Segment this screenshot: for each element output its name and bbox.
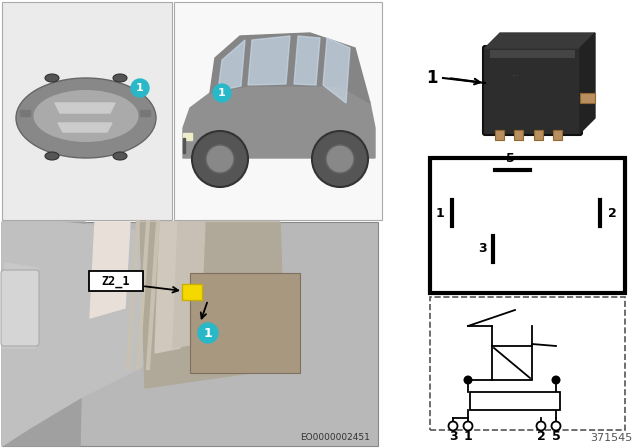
Bar [430, 158, 625, 293]
Circle shape [192, 131, 248, 187]
Circle shape [312, 131, 368, 187]
Polygon shape [210, 33, 370, 103]
Text: ...: ... [511, 69, 519, 78]
Polygon shape [2, 222, 200, 446]
Text: Z2_1: Z2_1 [102, 275, 131, 288]
Ellipse shape [113, 74, 127, 82]
Bar [190, 273, 300, 373]
Circle shape [552, 375, 561, 384]
Text: EO0000002451: EO0000002451 [300, 433, 370, 442]
Bar [2, 222, 378, 446]
Bar [430, 0, 635, 158]
Text: 2: 2 [536, 430, 545, 443]
Bar [174, 2, 382, 220]
Polygon shape [173, 222, 205, 348]
Bar [470, 392, 560, 410]
Polygon shape [183, 133, 192, 140]
Bar [182, 284, 202, 300]
Text: 1: 1 [218, 88, 226, 98]
Polygon shape [485, 33, 595, 48]
Polygon shape [140, 110, 150, 116]
Polygon shape [90, 222, 130, 318]
Circle shape [131, 79, 149, 97]
Ellipse shape [33, 90, 138, 142]
Text: 1: 1 [426, 69, 438, 87]
Polygon shape [323, 38, 350, 103]
Circle shape [198, 323, 218, 343]
Polygon shape [2, 222, 85, 446]
Circle shape [536, 422, 545, 431]
Polygon shape [218, 40, 245, 91]
Polygon shape [58, 123, 112, 132]
FancyBboxPatch shape [483, 46, 582, 135]
Polygon shape [294, 36, 320, 85]
Bar [430, 297, 625, 430]
Bar [492, 346, 532, 380]
Bar [495, 130, 504, 140]
Ellipse shape [45, 74, 59, 82]
Text: 1: 1 [463, 430, 472, 443]
Text: 1: 1 [435, 207, 444, 220]
Bar [534, 130, 543, 140]
Circle shape [206, 145, 234, 173]
Circle shape [326, 145, 354, 173]
Polygon shape [155, 222, 185, 353]
FancyBboxPatch shape [1, 270, 39, 346]
Bar [514, 130, 523, 140]
Circle shape [552, 422, 561, 431]
Polygon shape [248, 36, 290, 85]
Text: 3: 3 [478, 241, 487, 254]
Circle shape [449, 422, 458, 431]
Text: 1: 1 [204, 327, 212, 340]
Bar [580, 93, 595, 103]
Circle shape [463, 422, 472, 431]
Ellipse shape [16, 78, 156, 158]
Ellipse shape [45, 152, 59, 160]
Polygon shape [580, 33, 595, 133]
Text: 2: 2 [608, 207, 617, 220]
Text: 3: 3 [449, 430, 458, 443]
Polygon shape [2, 263, 38, 348]
Circle shape [463, 375, 472, 384]
Polygon shape [55, 103, 115, 113]
Circle shape [213, 84, 231, 102]
Polygon shape [183, 138, 185, 153]
Text: 1: 1 [136, 83, 144, 93]
Polygon shape [140, 222, 285, 388]
Polygon shape [183, 86, 375, 158]
FancyBboxPatch shape [89, 271, 143, 291]
Text: 5: 5 [552, 430, 561, 443]
Ellipse shape [113, 152, 127, 160]
Text: 371545: 371545 [589, 433, 632, 443]
Bar [490, 50, 575, 58]
Bar [553, 130, 562, 140]
Polygon shape [20, 110, 30, 116]
Bar [2, 2, 172, 220]
Text: 5: 5 [506, 152, 515, 165]
